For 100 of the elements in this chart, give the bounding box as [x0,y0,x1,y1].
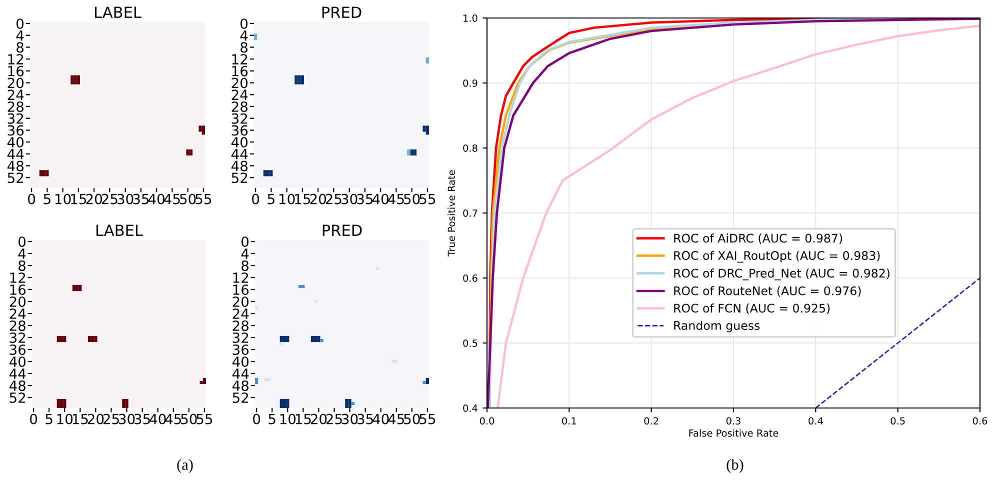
x-tick-label: 0.2 [644,417,658,425]
x-tick-label: 15 [71,194,86,204]
y-tick-label: 24 [232,90,248,100]
x-tick-label: 0.4 [808,417,823,425]
x-tick-label: 20 [310,194,326,204]
x-tick-label: 55 [420,194,436,204]
x-tick-label: 35 [133,194,149,204]
y-tick-label: 0.4 [463,404,478,412]
y-tick-label: 12 [233,272,248,283]
x-tick-label: 15 [295,194,310,204]
y-tick-label: 36 [10,344,26,355]
point [294,75,298,78]
y-tick-label: 12 [10,272,26,283]
y-tick-label: 8 [18,260,26,271]
y-tick-label: 44 [7,149,24,160]
point [46,173,49,176]
x-tick-label: 15 [72,414,88,424]
x-tick-label: 40 [150,414,166,424]
y-tick-label: 52 [10,392,26,403]
x-tick-label: 40 [372,194,388,204]
point [410,149,414,153]
y-tick-label: 52 [232,392,248,403]
y-tick-label: 32 [232,332,248,343]
point [74,81,77,84]
x-tick-label: 0 [28,194,36,204]
point [88,338,92,342]
point [63,404,66,408]
point [314,336,318,340]
point [317,338,320,342]
x-tick-label: 55 [196,414,212,424]
y-tick-label: 36 [8,125,24,136]
point [286,404,290,408]
legend-label: Random guess [674,320,760,332]
x-tick-label: 25 [326,194,342,204]
point [202,378,206,382]
y-tick-label: 0 [240,18,248,29]
y-tick-label: 52 [8,172,24,184]
x-tick-label: 0 [252,194,260,204]
y-tick-label: 4 [18,248,26,259]
x-tick-label: 50 [404,194,420,204]
point [348,402,352,406]
point [63,402,66,406]
y-tick-label: 48 [231,160,248,172]
point [300,81,304,84]
chart-title: LABEL [95,6,142,18]
point [413,149,416,153]
point [186,152,190,156]
point [407,149,410,153]
point [78,288,82,292]
point [189,152,192,156]
point [298,81,301,84]
x-tick-label: 0.6 [972,417,988,425]
point [42,173,46,176]
y-tick-label: 44 [231,149,248,160]
point [78,284,82,288]
point [189,149,192,153]
point [122,404,126,408]
y-tick-label: 0 [16,18,24,29]
point [286,402,290,406]
x-tick-label: 30 [342,414,358,424]
point [94,338,98,342]
point [282,338,286,342]
point [280,338,283,342]
y-tick-label: 28 [232,101,248,112]
x-tick-label: 45 [388,194,404,204]
point [280,402,283,406]
point [76,81,80,84]
point [426,60,429,64]
y-tick-label: 32 [8,113,24,124]
point [60,338,64,342]
point [255,378,258,382]
x-tick-label: 25 [102,194,118,204]
x-tick-label: 20 [86,194,102,204]
text: (a) [177,459,193,473]
x-tick-label: 5 [46,414,52,424]
point [266,170,270,174]
x-tick-label: 30 [118,414,135,424]
y-tick-label: 24 [8,90,24,100]
y-tick-label: 1.0 [464,14,478,22]
text: (b) [726,459,744,473]
point [410,152,414,156]
x-tick-label: 40 [372,414,389,424]
x-tick-label: 10 [280,414,296,424]
point [125,404,128,408]
point [266,173,270,176]
point [254,36,258,40]
y-tick-label: 40 [231,137,248,148]
x-tick-label: 0.1 [562,417,576,425]
y-tick-label: 40 [9,356,26,367]
point [422,126,426,129]
point [310,338,314,342]
point [282,336,286,340]
y-tick-label: 20 [232,78,248,88]
y-tick-label: 28 [8,101,24,112]
point [282,398,286,402]
point [263,173,266,176]
y-tick-label: 52 [232,172,248,184]
y-tick-label: 40 [232,356,249,367]
y-tick-label: 8 [16,42,24,53]
y-tick-label: 20 [8,78,24,88]
